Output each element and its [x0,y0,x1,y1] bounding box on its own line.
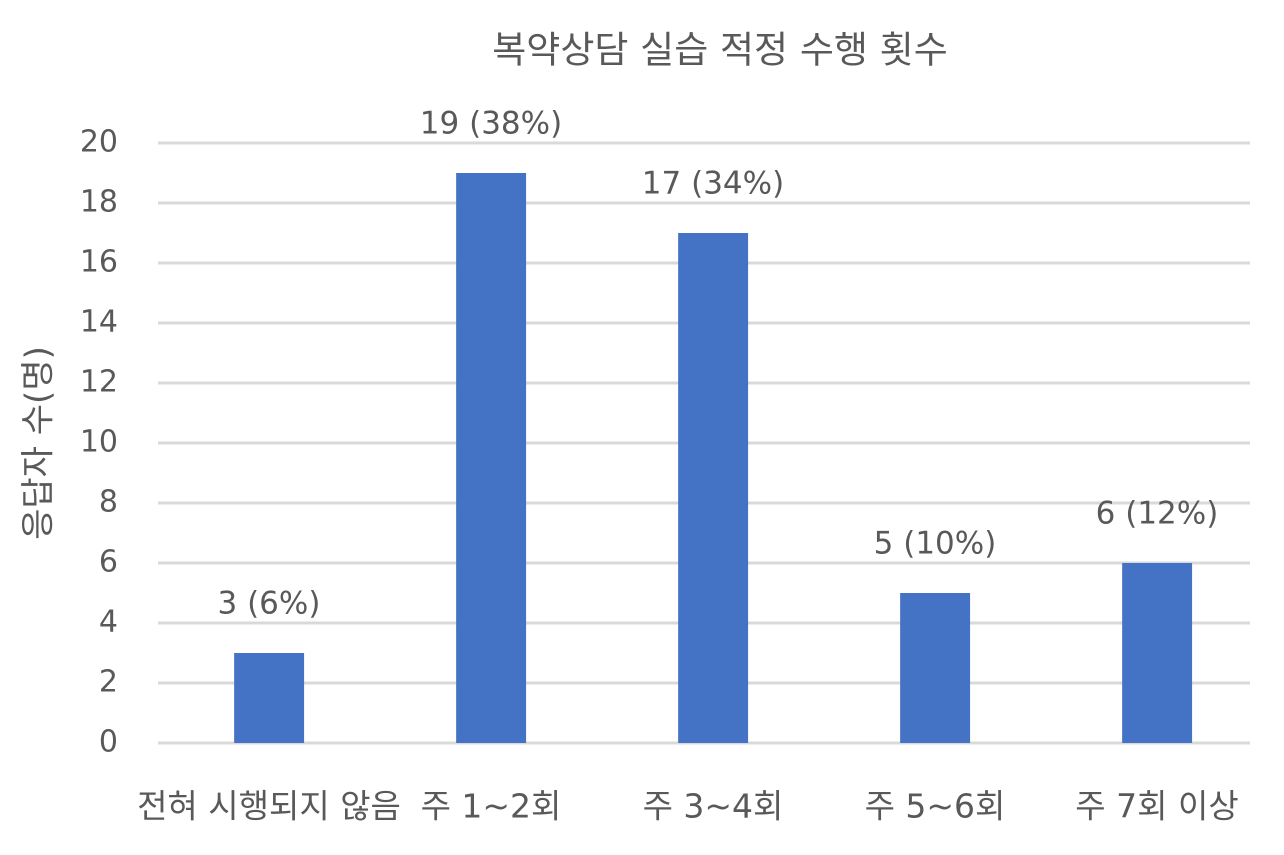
y-tick-label: 8 [99,485,118,520]
bar [900,593,971,743]
x-tick-label: 주 1~2회 [421,787,562,826]
bar [678,233,749,743]
chart-title: 복약상담 실습 적정 수행 횟수 [492,29,948,72]
y-tick-label: 10 [80,425,118,460]
y-tick-label: 4 [99,605,118,640]
y-tick-label: 14 [80,305,118,340]
value-label: 19 (38%) [420,106,562,142]
y-tick-label: 18 [80,185,118,220]
x-tick-label: 주 3~4회 [643,787,784,826]
y-axis-title: 응답자 수(명) [19,346,59,540]
y-tick-label: 0 [99,725,118,760]
y-tick-label: 16 [80,245,118,280]
x-tick-label: 주 5~6회 [865,787,1006,826]
y-tick-label: 6 [99,545,118,580]
bar [1122,563,1193,743]
y-tick-label: 12 [80,365,118,400]
value-label: 5 (10%) [874,526,997,562]
y-tick-label: 2 [99,665,118,700]
value-label: 17 (34%) [642,166,784,202]
x-tick-label: 전혀 시행되지 않음 [137,787,401,826]
value-label: 6 (12%) [1096,496,1219,532]
bar [456,173,527,743]
value-label: 3 (6%) [218,586,321,622]
bar [234,653,305,743]
y-tick-label: 20 [80,125,118,160]
x-tick-label: 주 7회 이상 [1075,787,1238,826]
